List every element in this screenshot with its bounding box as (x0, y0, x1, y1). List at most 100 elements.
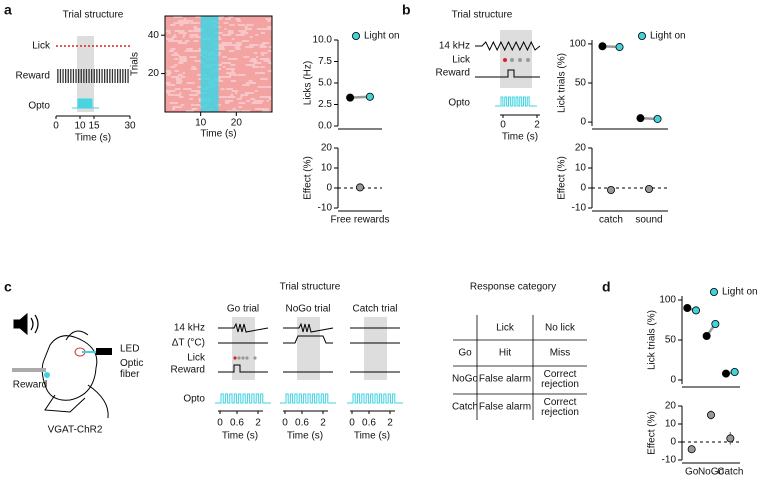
y-tick-label: 100 (659, 295, 676, 306)
row-label: 14 kHz (439, 41, 470, 52)
point (615, 43, 624, 52)
table-cell: Go (458, 348, 472, 359)
reward-trace (56, 69, 130, 83)
lick-dot (503, 58, 507, 62)
shade (200, 16, 219, 112)
y-tick-label: -10 (318, 203, 333, 214)
y-tick-label: 20 (575, 143, 587, 154)
table-cell-line: rejection (541, 379, 579, 390)
y-tick-label: 10.0 (313, 35, 333, 46)
y-tick-label: 2.5 (318, 99, 332, 110)
lick-dot (510, 58, 514, 62)
point (683, 303, 692, 312)
point (636, 114, 645, 123)
shade (297, 317, 320, 380)
tick-label: 2 (534, 120, 540, 131)
table-cell-line: Correct (544, 369, 577, 380)
x-tick-label: 20 (231, 118, 243, 129)
y-axis-label: Licks (Hz) (303, 61, 314, 105)
x-tick-label: Free rewards (331, 215, 390, 226)
x-tick-label: catch (599, 215, 623, 226)
mouse-body (44, 384, 109, 419)
lick-dot (526, 58, 530, 62)
tick-label: 2 (255, 418, 261, 429)
mouse-head (41, 335, 98, 401)
tone-trace (475, 40, 541, 52)
shade (364, 317, 387, 380)
setup-label-line: Optic (120, 358, 143, 369)
led (96, 348, 112, 355)
row-label: Reward (436, 68, 470, 79)
y-tick-label: 5.0 (318, 78, 332, 89)
y-tick-label: 20 (321, 143, 333, 154)
legend-marker (710, 287, 719, 296)
setup-label: Optic (120, 358, 143, 369)
plot-frame (164, 15, 273, 113)
y-tick-label: 50 (575, 78, 587, 89)
table-cell: Correct rejection (541, 369, 579, 390)
panel-label: c (4, 279, 12, 295)
y-tick-label: 10 (665, 419, 677, 430)
point (355, 183, 364, 192)
legend-label: Light on (364, 31, 400, 42)
y-axis-label: Effect (%) (647, 411, 658, 455)
tick-label: 0.6 (362, 418, 376, 429)
table-cell-line: Correct (544, 397, 577, 408)
table-title: Response category (470, 282, 556, 293)
tick-label: 0 (282, 418, 288, 429)
y-tick-label: 10 (575, 163, 587, 174)
point (687, 445, 696, 454)
diagram-title: Trial structure (63, 10, 124, 21)
y-tick-label: 0 (580, 183, 586, 194)
reward-trace (475, 69, 540, 78)
speaker (13, 312, 28, 336)
row-label: Opto (448, 98, 470, 109)
axis-label: Time (s) (287, 431, 323, 442)
x-tick-label: NoGo (698, 467, 725, 478)
y-tick-label: 0 (326, 183, 332, 194)
lick-dot (241, 356, 245, 360)
tick-label: 15 (88, 121, 100, 132)
row-label: Opto (28, 101, 50, 112)
table-header: No lick (545, 323, 576, 334)
axis-label: Time (s) (502, 132, 538, 143)
point (711, 319, 720, 328)
y-tick-label: 0.0 (318, 121, 332, 132)
opto-trace (72, 98, 99, 109)
shade (232, 317, 255, 380)
point (645, 184, 654, 193)
table-cell: Miss (550, 348, 571, 359)
mouse-ear (65, 330, 89, 341)
point (653, 114, 662, 123)
y-tick-label: 10 (321, 163, 333, 174)
column-title: NoGo trial (285, 304, 330, 315)
y-tick-label: 7.5 (318, 56, 332, 67)
reward-drop (44, 372, 50, 378)
axis-label: Time (s) (222, 431, 258, 442)
y-axis-label: Trials (130, 52, 141, 76)
y-tick-label: 20 (148, 68, 160, 79)
tick-label: 0 (349, 418, 355, 429)
table-cell: False alarm (479, 402, 531, 413)
tone-trace (283, 322, 334, 333)
y-axis-label: Effect (%) (557, 156, 568, 200)
tick-label: 0 (217, 418, 223, 429)
setup-label: LED (120, 344, 139, 355)
lick-dot (253, 356, 257, 360)
y-tick-label: 0 (670, 375, 676, 386)
tone-trace (218, 322, 269, 333)
y-axis-label: Effect (%) (303, 156, 314, 200)
point (730, 367, 739, 376)
reward-trace (218, 364, 268, 373)
panel-label: d (602, 279, 611, 295)
x-tick-label: 10 (195, 118, 207, 129)
point (365, 92, 374, 101)
point (707, 410, 716, 419)
opto-trace (495, 96, 537, 107)
table-cell: Catch (452, 402, 478, 413)
temperature-trace (283, 335, 333, 344)
y-tick-label: 0 (670, 437, 676, 448)
axis-label: Time (s) (354, 431, 390, 442)
tick-label: 0 (500, 120, 506, 131)
